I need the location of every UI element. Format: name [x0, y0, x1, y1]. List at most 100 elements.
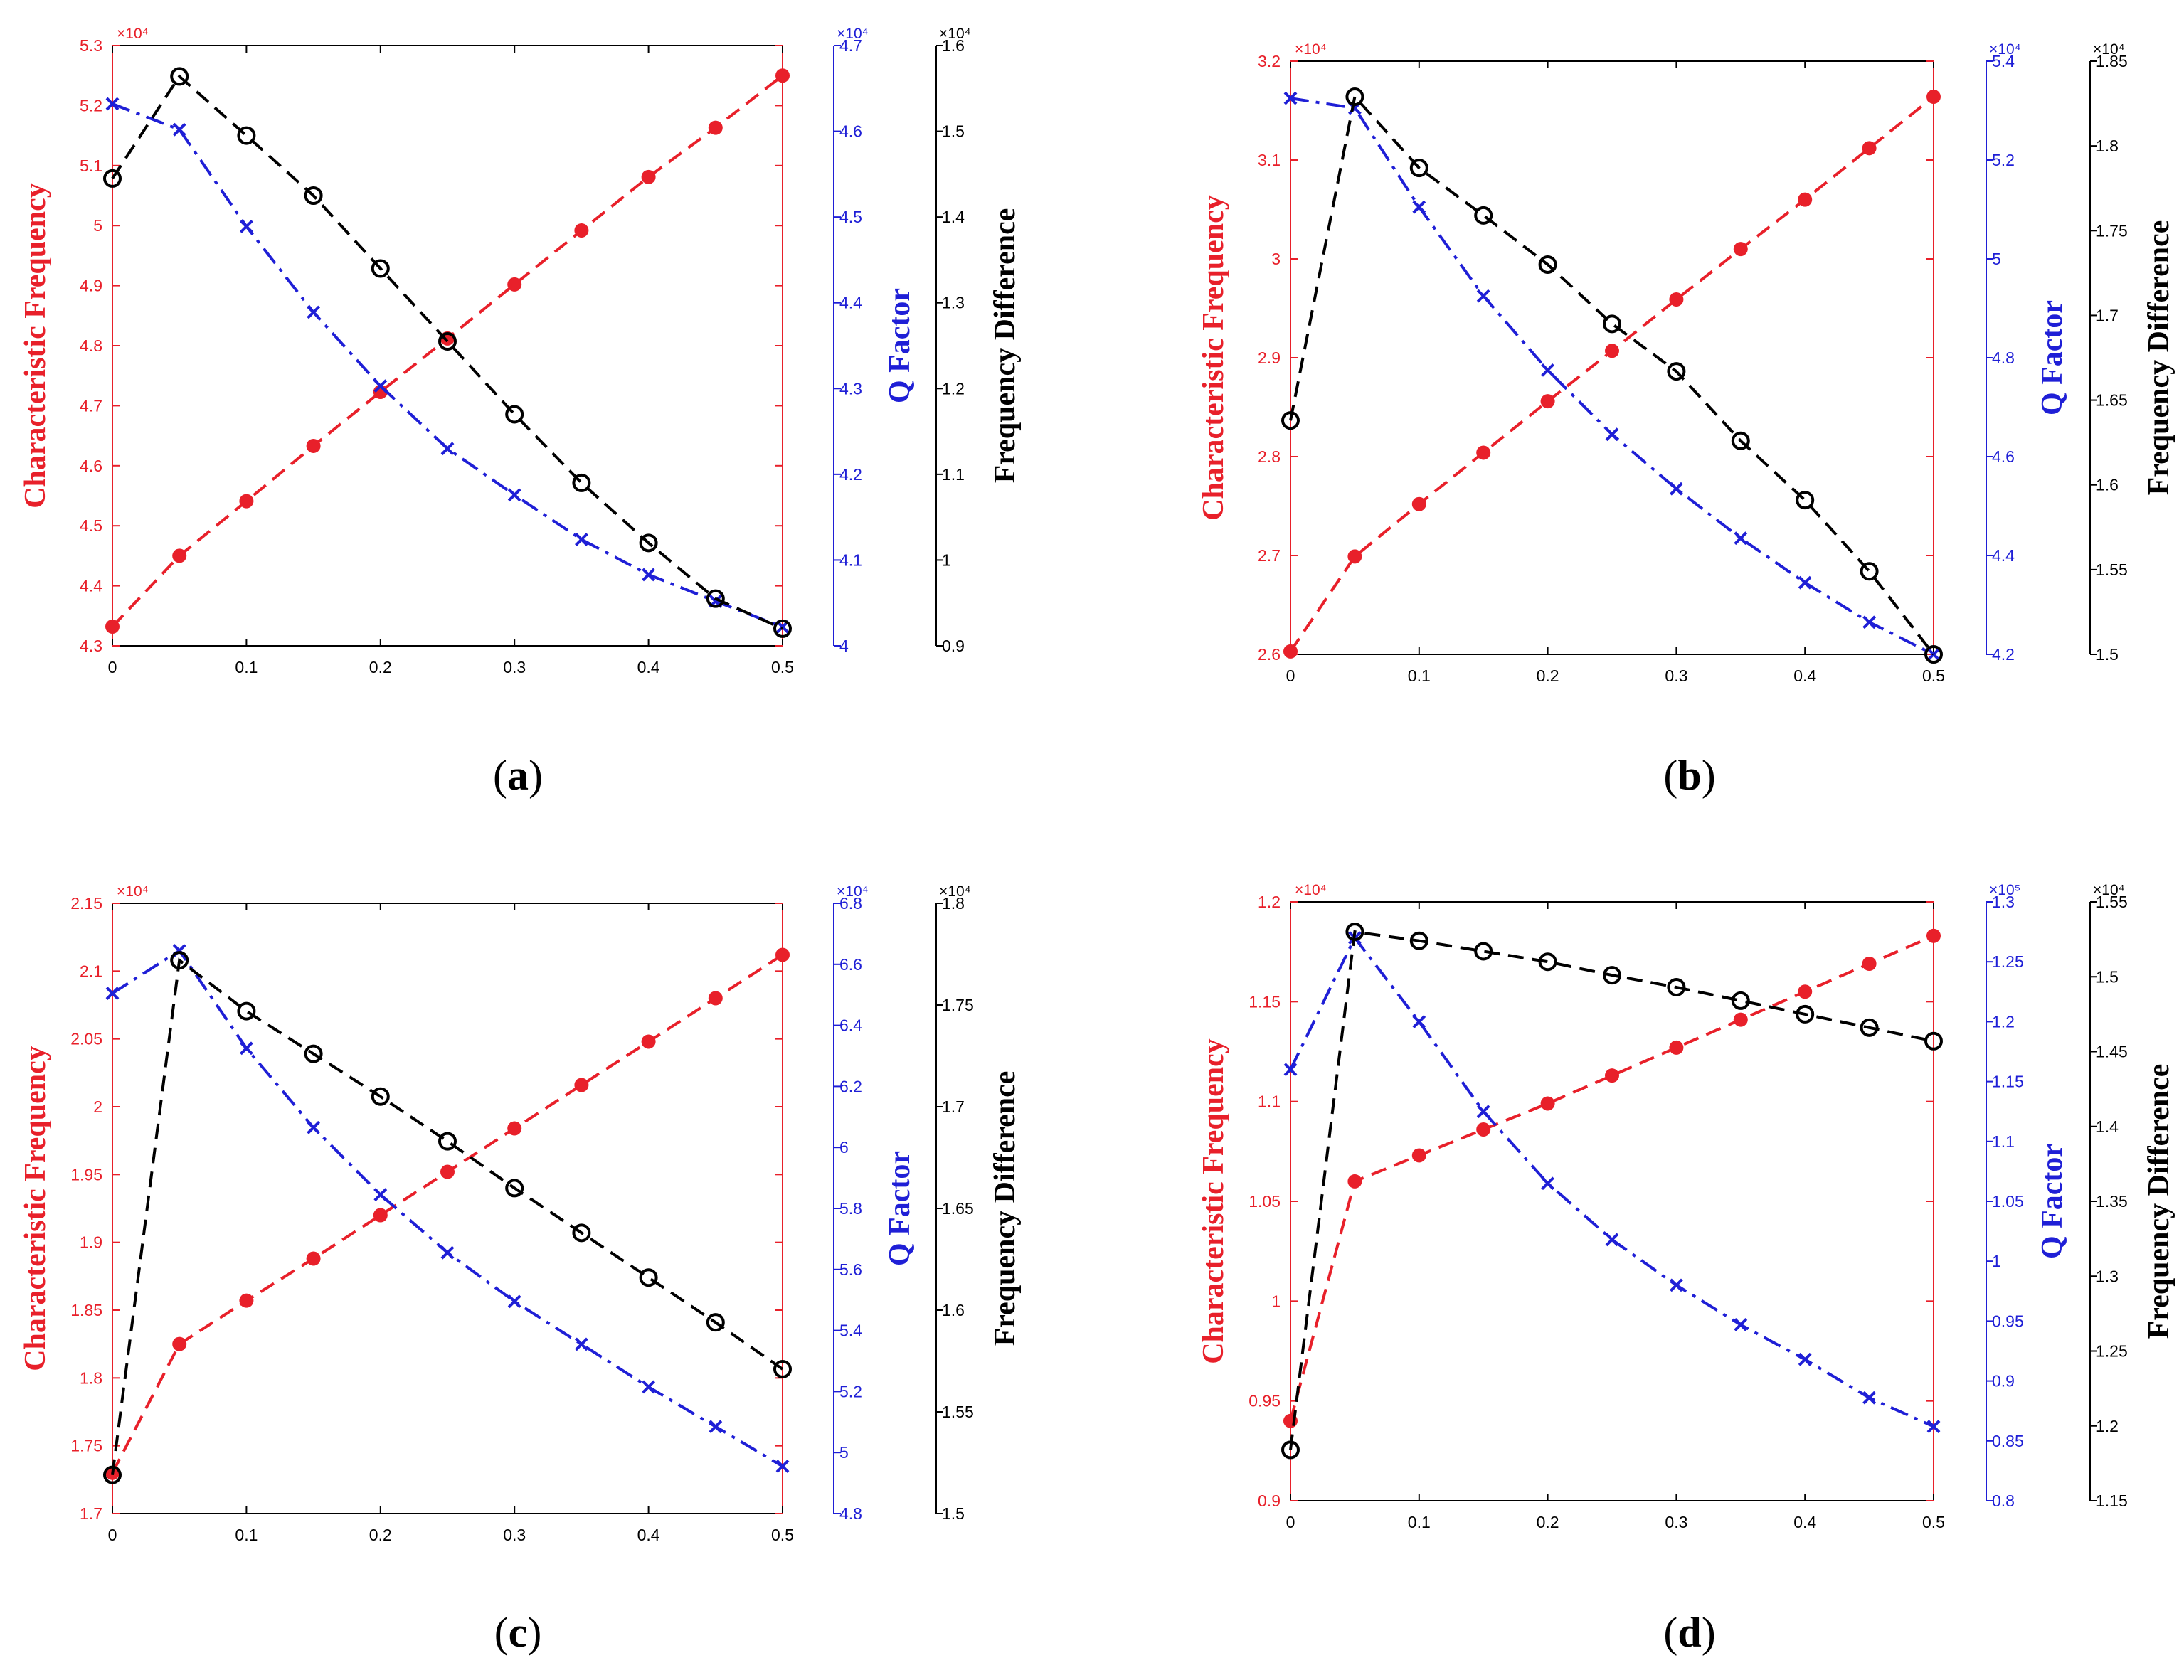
data-point-fd	[170, 67, 189, 86]
data-point-fd	[371, 259, 390, 278]
fd-tick-label: 1.6	[2096, 476, 2119, 494]
series-line-q	[112, 102, 783, 629]
fd-axis-title: Frequency Difference	[989, 208, 1022, 484]
data-point-left	[775, 947, 790, 962]
data-point-left	[1540, 1096, 1555, 1111]
series-line-q	[1290, 97, 1934, 656]
fd-tick-label: 1.25	[2096, 1342, 2128, 1361]
left-tick-label: 1.8	[80, 1368, 102, 1387]
data-point-fd	[1603, 314, 1621, 334]
fd-tick-label: 1.75	[942, 996, 974, 1014]
series-line-fd	[111, 957, 784, 1475]
data-point-q	[1605, 427, 1619, 442]
data-point-fd	[1924, 1031, 1943, 1051]
series-line-fd	[1289, 93, 1935, 656]
data-point-q	[307, 305, 321, 319]
data-point-q	[1605, 1233, 1619, 1247]
fd-tick-label: 1.65	[2096, 391, 2128, 410]
left-tick-label: 3.2	[1258, 52, 1281, 70]
data-point-q	[1283, 1063, 1298, 1077]
data-point-fd	[1538, 255, 1557, 274]
left-axis-exponent: ×10⁴	[117, 883, 149, 900]
q-tick-label: 4.1	[839, 551, 862, 569]
panel-label: (b)	[1663, 752, 1715, 799]
data-point-fd	[1667, 977, 1686, 996]
data-point-left	[1605, 344, 1619, 358]
data-point-fd	[1731, 431, 1750, 450]
left-tick-label: 0.9	[1258, 1492, 1281, 1510]
data-point-fd	[1538, 952, 1557, 972]
q-tick-label: 4.6	[839, 122, 862, 141]
x-tick-label: 0.5	[1922, 666, 1945, 685]
left-tick-label: 5.3	[80, 36, 102, 55]
fd-tick-label: 1.15	[2096, 1492, 2128, 1510]
left-tick-label: 4.5	[80, 516, 102, 535]
left-tick-label: 1.9	[80, 1233, 102, 1252]
q-tick-label: 1.05	[1992, 1192, 2024, 1211]
panel-a: 0 0.1 0.2 0.3 0.4 0.5 4.3 4.4 4.5 4.6 4.7 4.8 4.9 5 5.…	[19, 26, 1022, 799]
fd-tick-label: 1.8	[942, 894, 965, 913]
fd-tick-label: 1.8	[2096, 137, 2119, 155]
data-point-q	[1862, 1391, 1877, 1405]
left-axis-exponent: ×10⁴	[117, 26, 149, 42]
data-point-fd	[706, 589, 725, 608]
data-point-q	[1412, 1014, 1426, 1028]
fd-tick-label: 1.45	[2096, 1043, 2128, 1061]
fd-tick-label: 1	[942, 551, 951, 569]
data-point-left	[507, 1121, 522, 1136]
data-point-q	[172, 122, 186, 137]
left-tick-label: 1.75	[70, 1437, 102, 1455]
data-point-fd	[1603, 966, 1621, 985]
data-point-fd	[1409, 159, 1428, 178]
left-tick-label: 5.1	[80, 156, 102, 175]
data-point-left	[1605, 1068, 1619, 1083]
x-tick-label: 0.3	[1665, 1513, 1687, 1531]
left-tick-label: 1.2	[1258, 893, 1281, 911]
q-axis-exponent: ×10⁴	[837, 26, 869, 42]
data-point-q	[440, 442, 455, 456]
x-tick-label: 0	[1286, 1513, 1295, 1531]
series-line-fd	[1289, 930, 1934, 1450]
data-point-left	[1347, 1174, 1362, 1189]
q-axis-exponent: ×10⁴	[837, 883, 869, 900]
data-point-left	[1798, 984, 1813, 999]
data-point-left	[1669, 1040, 1684, 1055]
data-point-fd	[1667, 362, 1686, 381]
fd-tick-label: 1.4	[2096, 1117, 2119, 1136]
q-tick-label: 5.6	[839, 1260, 862, 1279]
data-point-left	[1798, 192, 1813, 207]
data-point-fd	[103, 1465, 122, 1484]
data-point-q	[307, 1120, 321, 1134]
q-tick-label: 4.7	[839, 36, 862, 55]
data-point-fd	[438, 331, 457, 351]
data-point-q	[440, 1245, 455, 1260]
q-tick-label: 5.8	[839, 1199, 862, 1218]
fd-tick-label: 1.6	[942, 1301, 965, 1319]
series-line-q	[1289, 935, 1934, 1428]
x-tick-label: 0.4	[1793, 1513, 1816, 1531]
left-tick-label: 5	[93, 216, 102, 235]
data-point-q	[1734, 1318, 1748, 1331]
fd-axis-exponent: ×10⁴	[2093, 41, 2125, 58]
q-tick-label: 6	[839, 1138, 849, 1157]
x-tick-label: 0.4	[637, 1526, 660, 1544]
data-point-left	[239, 1293, 254, 1308]
data-point-left	[775, 68, 790, 83]
series-line-left	[1289, 934, 1934, 1422]
data-point-fd	[505, 405, 524, 424]
panel-b: 0 0.1 0.2 0.3 0.4 0.5 2.6 2.7 2.8 2.9 3 3.1 3.2 ×10⁴ 4…	[1197, 41, 2175, 799]
data-point-q	[1926, 1420, 1941, 1434]
q-tick-label: 4.4	[1992, 546, 2015, 565]
data-point-q	[239, 1041, 253, 1056]
q-axis-title: Q Factor	[2036, 1144, 2069, 1259]
fd-tick-label: 1.65	[942, 1199, 974, 1218]
left-tick-label: 4.9	[80, 277, 102, 295]
data-point-q	[507, 488, 521, 502]
panel-label: (a)	[493, 752, 543, 799]
data-point-fd	[706, 1313, 725, 1332]
data-point-left	[1411, 1148, 1426, 1163]
data-point-q	[1283, 91, 1298, 105]
fd-tick-label: 1.85	[2096, 52, 2128, 70]
data-point-left	[574, 1078, 589, 1092]
